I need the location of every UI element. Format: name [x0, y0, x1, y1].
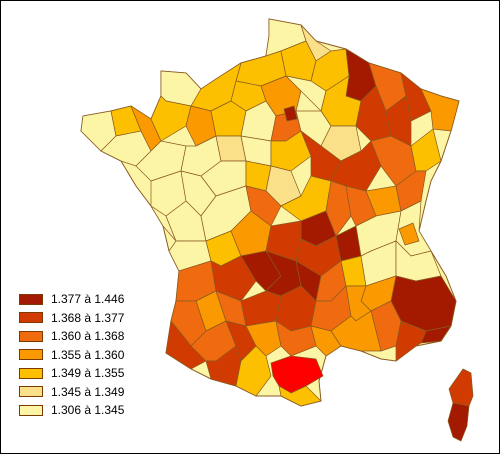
legend-label: 1.345 à 1.349: [51, 384, 125, 399]
legend-label: 1.306 à 1.345: [51, 403, 125, 418]
legend-swatch: [19, 367, 43, 379]
legend: 1.377 à 1.446 1.368 à 1.377 1.360 à 1.36…: [19, 290, 124, 420]
legend-item: 1.355 à 1.360: [19, 346, 124, 365]
legend-item: 1.360 à 1.368: [19, 327, 124, 346]
corsica-north: [448, 368, 474, 407]
legend-swatch: [19, 349, 43, 361]
legend-label: 1.368 à 1.377: [51, 310, 125, 325]
legend-swatch: [19, 293, 43, 305]
legend-label: 1.377 à 1.446: [51, 292, 125, 307]
legend-label: 1.349 à 1.355: [51, 366, 125, 381]
corsica-south: [447, 402, 470, 442]
legend-item: 1.368 à 1.377: [19, 309, 124, 328]
legend-item: 1.345 à 1.349: [19, 383, 124, 402]
legend-swatch: [19, 386, 43, 398]
legend-item: 1.306 à 1.345: [19, 401, 124, 420]
legend-swatch: [19, 404, 43, 416]
legend-label: 1.355 à 1.360: [51, 347, 125, 362]
legend-item: 1.377 à 1.446: [19, 290, 124, 309]
legend-label: 1.360 à 1.368: [51, 329, 125, 344]
legend-swatch: [19, 312, 43, 324]
legend-swatch: [19, 330, 43, 342]
legend-item: 1.349 à 1.355: [19, 364, 124, 383]
